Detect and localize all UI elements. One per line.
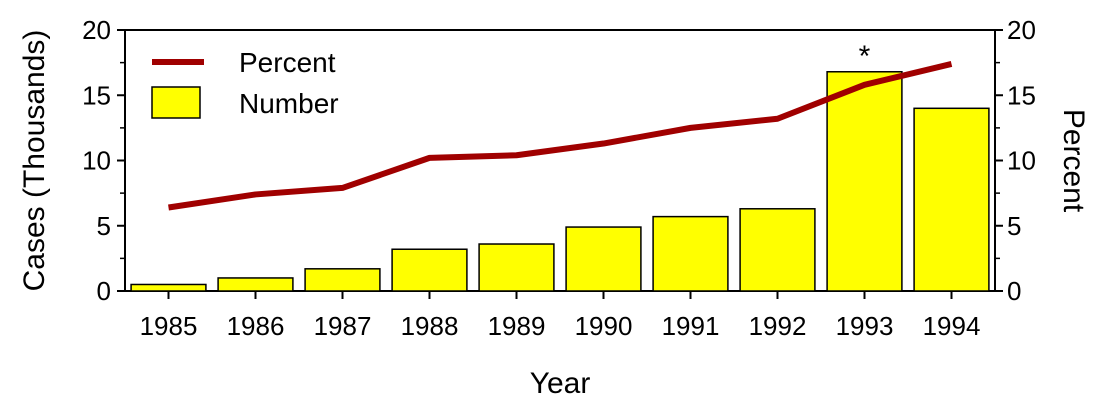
x-tick-label-1992: 1992 xyxy=(749,311,807,341)
line-layer xyxy=(168,61,953,211)
y2-tick-label-5: 5 xyxy=(1007,211,1021,241)
y-axis-title: Cases (Thousands) xyxy=(18,30,51,292)
y2-tick-label-0: 0 xyxy=(1007,276,1021,306)
x-tick-label-1993: 1993 xyxy=(836,311,894,341)
y2-tick-label-20: 20 xyxy=(1007,15,1036,45)
annotation-1993: * xyxy=(859,40,871,73)
x-tick-label-1988: 1988 xyxy=(401,311,459,341)
bar-1987 xyxy=(304,268,381,292)
legend-label-percent: Percent xyxy=(239,47,336,78)
y-tick-label-20: 20 xyxy=(82,15,111,45)
y-tick-label-5: 5 xyxy=(97,211,111,241)
legend-swatch-number xyxy=(151,86,201,119)
annotations: * xyxy=(859,40,871,73)
bar-1988 xyxy=(391,248,468,292)
y2-axis-title: Percent xyxy=(1057,109,1090,213)
bar-1994 xyxy=(913,107,990,292)
bar-1992 xyxy=(739,208,816,292)
x-tick-label-1989: 1989 xyxy=(488,311,546,341)
bar-1991 xyxy=(652,215,729,292)
x-tick-label-1994: 1994 xyxy=(923,311,981,341)
y2-tick-label-15: 15 xyxy=(1007,80,1036,110)
legend: Percent Number xyxy=(151,47,339,119)
y-tick-label-0: 0 xyxy=(97,276,111,306)
x-tick-label-1990: 1990 xyxy=(575,311,633,341)
legend-label-number: Number xyxy=(239,88,339,119)
bars xyxy=(130,71,990,292)
bar-1986 xyxy=(217,277,294,292)
bar-1985 xyxy=(130,283,207,292)
bar-1989 xyxy=(478,243,555,292)
bar-1993 xyxy=(826,71,903,292)
x-tick-label-1986: 1986 xyxy=(227,311,285,341)
axes: 0 5 10 15 20 0 5 10 15 20 1985 1986 1987 1988 1989 1990… xyxy=(82,15,1036,341)
x-tick-label-1987: 1987 xyxy=(314,311,372,341)
y-tick-label-10: 10 xyxy=(82,146,111,176)
percent-line xyxy=(168,61,953,211)
x-axis-title: Year xyxy=(530,367,591,394)
y-tick-label-15: 15 xyxy=(82,80,111,110)
x-tick-label-1985: 1985 xyxy=(140,311,198,341)
y2-tick-label-10: 10 xyxy=(1007,146,1036,176)
x-tick-label-1991: 1991 xyxy=(662,311,720,341)
bar-1990 xyxy=(565,226,642,292)
